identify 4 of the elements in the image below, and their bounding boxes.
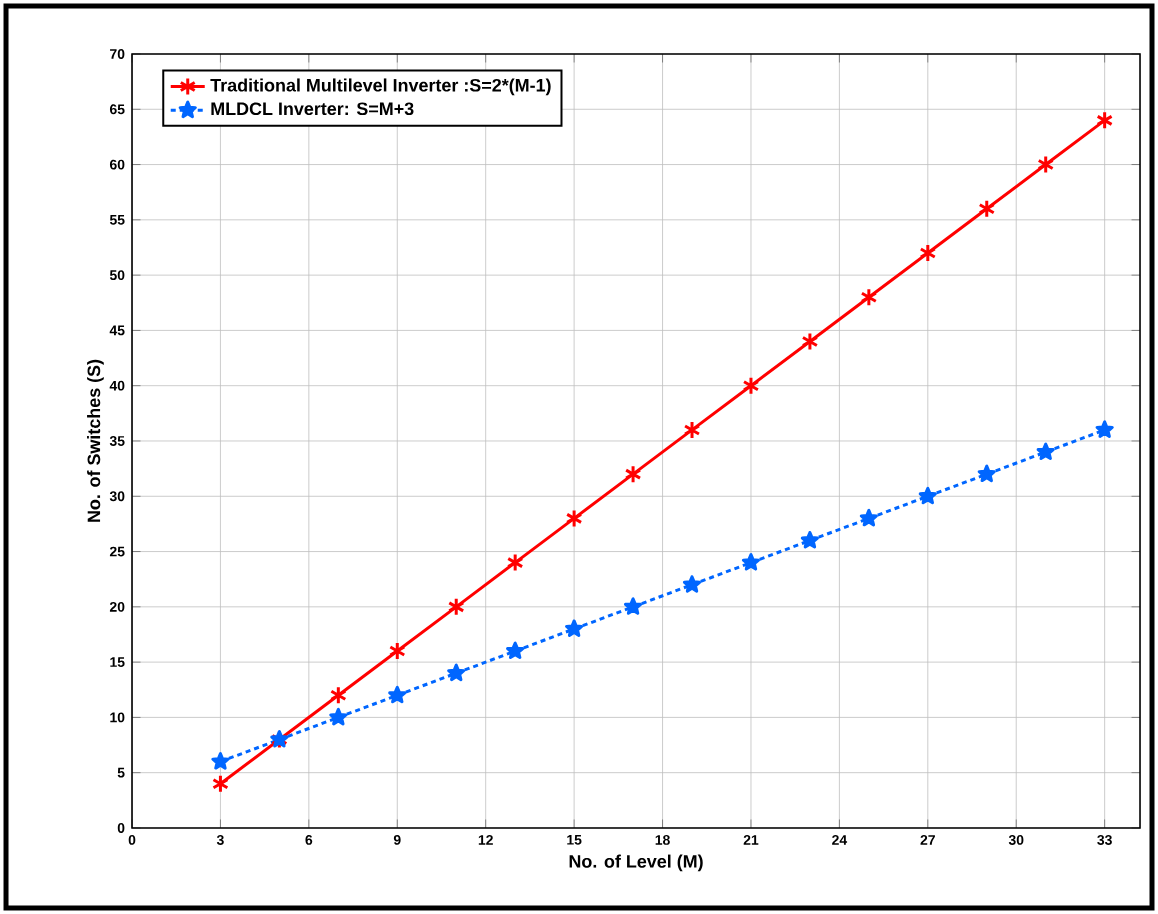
- y-axis-title: No. of Switches (S): [87, 359, 104, 522]
- legend-label: MLDCL Inverter: S=M+3: [211, 102, 414, 116]
- legend-label: Traditional Multilevel Inverter :S=2*(M-1): [210, 78, 551, 96]
- x-axis-title: No. of Level (M): [569, 854, 703, 872]
